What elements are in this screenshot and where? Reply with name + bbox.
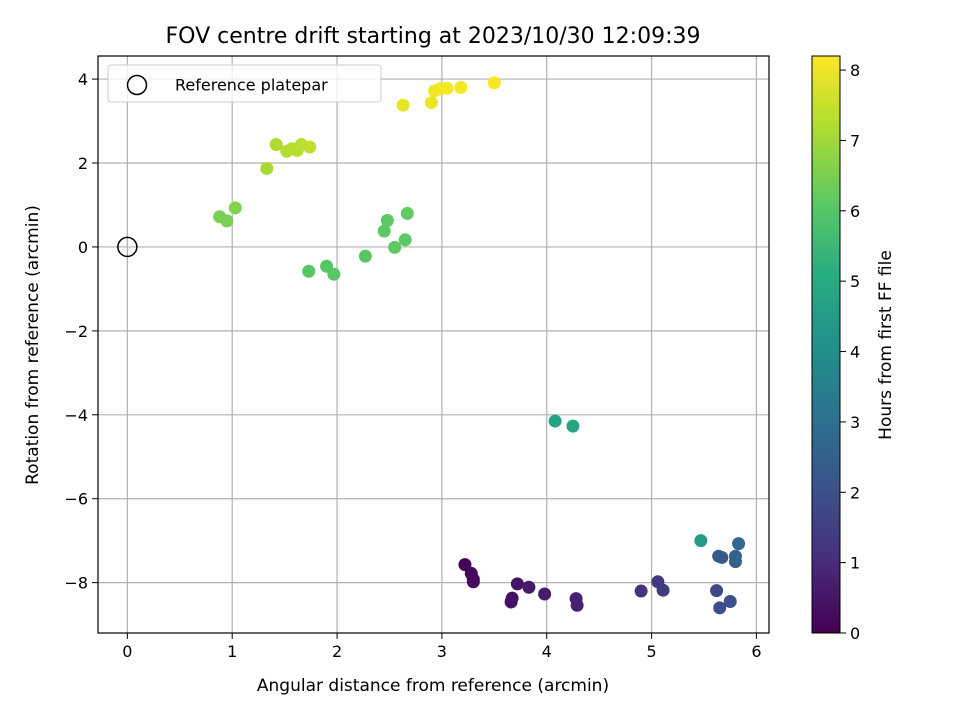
data-point — [713, 601, 727, 615]
data-point — [566, 419, 580, 433]
data-point — [424, 96, 438, 110]
data-point — [303, 140, 317, 154]
plot-area: 0 1 2 3 4 5 6 −8 −6 −4 −2 0 2 4 — [64, 55, 770, 661]
data-points — [213, 76, 746, 615]
data-point — [723, 595, 737, 609]
data-point — [538, 587, 552, 601]
colorbar-tick-label: 7 — [850, 131, 860, 150]
data-point — [269, 138, 283, 152]
y-tick-label: −2 — [64, 322, 88, 341]
colorbar-tick-label: 0 — [850, 624, 860, 643]
y-axis-ticks: −8 −6 −4 −2 0 2 4 — [64, 70, 98, 593]
data-point — [380, 213, 394, 227]
y-tick-label: −6 — [64, 490, 88, 509]
colorbar-tick-label: 1 — [850, 554, 860, 573]
colorbar: 0 1 2 3 4 5 6 7 8 Hours from first FF file — [811, 55, 896, 643]
chart-title: FOV centre drift starting at 2023/10/30 … — [166, 24, 701, 49]
data-point — [466, 572, 480, 586]
data-point — [694, 534, 708, 548]
data-point — [510, 577, 524, 591]
x-tick-label: 5 — [646, 642, 656, 661]
data-point — [400, 206, 414, 220]
colorbar-tick-label: 8 — [850, 61, 860, 80]
data-point — [487, 76, 501, 90]
legend-label: Reference platepar — [175, 76, 328, 95]
data-point — [220, 214, 234, 228]
grid-lines — [98, 56, 769, 633]
x-tick-label: 3 — [437, 642, 447, 661]
y-tick-label: 2 — [78, 154, 88, 173]
x-tick-label: 6 — [751, 642, 761, 661]
colorbar-tick-label: 2 — [850, 483, 860, 502]
data-point — [505, 591, 519, 605]
colorbar-tick-label: 6 — [850, 202, 860, 221]
data-point — [388, 240, 402, 254]
data-point — [228, 201, 242, 215]
x-tick-label: 1 — [227, 642, 237, 661]
colorbar-tick-label: 3 — [850, 413, 860, 432]
reference-platepar-marker — [117, 236, 138, 258]
y-tick-label: 0 — [78, 238, 88, 257]
legend-box — [107, 64, 382, 103]
colorbar-gradient — [811, 55, 841, 634]
colorbar-label: Hours from first FF file — [876, 250, 896, 440]
y-tick-label: −4 — [64, 406, 88, 425]
legend: Reference platepar — [107, 64, 382, 103]
legend-marker-icon — [126, 74, 148, 96]
data-point — [302, 264, 316, 278]
data-point — [634, 584, 648, 598]
data-point — [710, 584, 724, 598]
colorbar-tick-label: 5 — [850, 272, 860, 291]
data-point — [327, 267, 341, 281]
data-point — [570, 598, 584, 612]
data-point — [656, 583, 670, 597]
data-point — [440, 81, 454, 95]
data-point — [728, 549, 742, 563]
data-point — [358, 249, 372, 263]
x-axis-ticks: 0 1 2 3 4 5 6 — [122, 633, 762, 661]
x-tick-label: 2 — [332, 642, 342, 661]
data-point — [732, 537, 746, 551]
data-point — [396, 98, 410, 112]
y-tick-label: 4 — [78, 70, 88, 89]
data-point — [398, 233, 412, 247]
data-point — [548, 414, 562, 428]
y-axis-label: Rotation from reference (arcmin) — [23, 205, 43, 485]
y-tick-label: −8 — [64, 574, 88, 593]
plot-frame — [97, 55, 770, 634]
data-point — [454, 80, 468, 94]
data-point — [522, 580, 536, 594]
data-point — [377, 224, 391, 238]
x-tick-label: 4 — [542, 642, 552, 661]
data-point — [715, 550, 729, 564]
colorbar-tick-label: 4 — [850, 343, 860, 362]
x-tick-label: 0 — [122, 642, 132, 661]
data-point — [260, 161, 274, 175]
colorbar-ticks: 0 1 2 3 4 5 6 7 8 — [840, 61, 860, 643]
x-axis-label: Angular distance from reference (arcmin) — [257, 676, 609, 696]
